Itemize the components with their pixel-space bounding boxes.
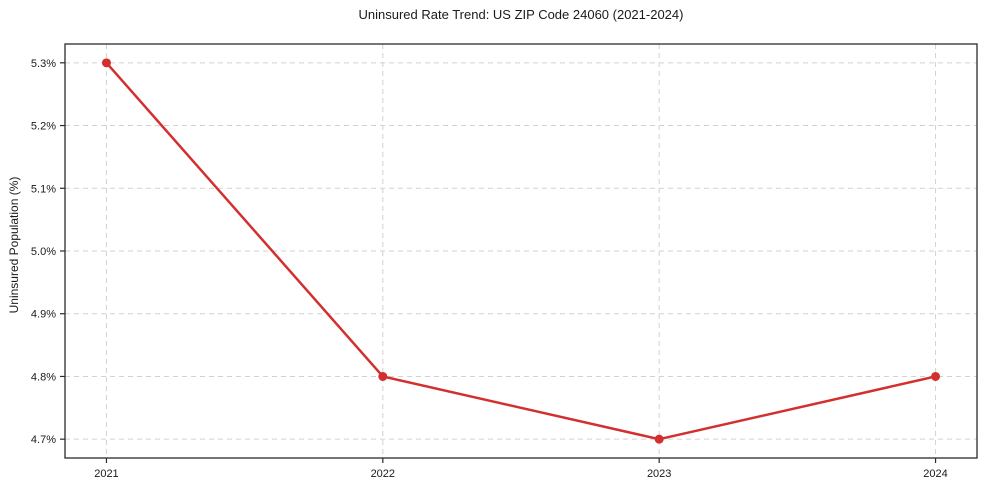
x-tick-label: 2021 [94, 468, 118, 480]
data-point [378, 371, 388, 381]
y-tick-label: 4.7% [31, 434, 56, 446]
data-point [654, 434, 664, 444]
y-tick-label: 5.0% [31, 246, 56, 258]
y-tick-label: 5.1% [31, 183, 56, 195]
y-tick-label: 4.8% [31, 371, 56, 383]
trend-line [105, 61, 937, 441]
chart-title: Uninsured Rate Trend: US ZIP Code 24060 … [358, 7, 684, 22]
y-tick-label: 5.3% [31, 58, 56, 70]
y-tick-label: 4.9% [31, 309, 56, 321]
data-point [931, 371, 941, 381]
x-tick-label: 2022 [371, 468, 395, 480]
y-tick-label: 5.2% [31, 121, 56, 133]
data-point [101, 58, 111, 68]
x-tick-label: 2024 [923, 468, 947, 480]
x-tick-label: 2023 [647, 468, 671, 480]
